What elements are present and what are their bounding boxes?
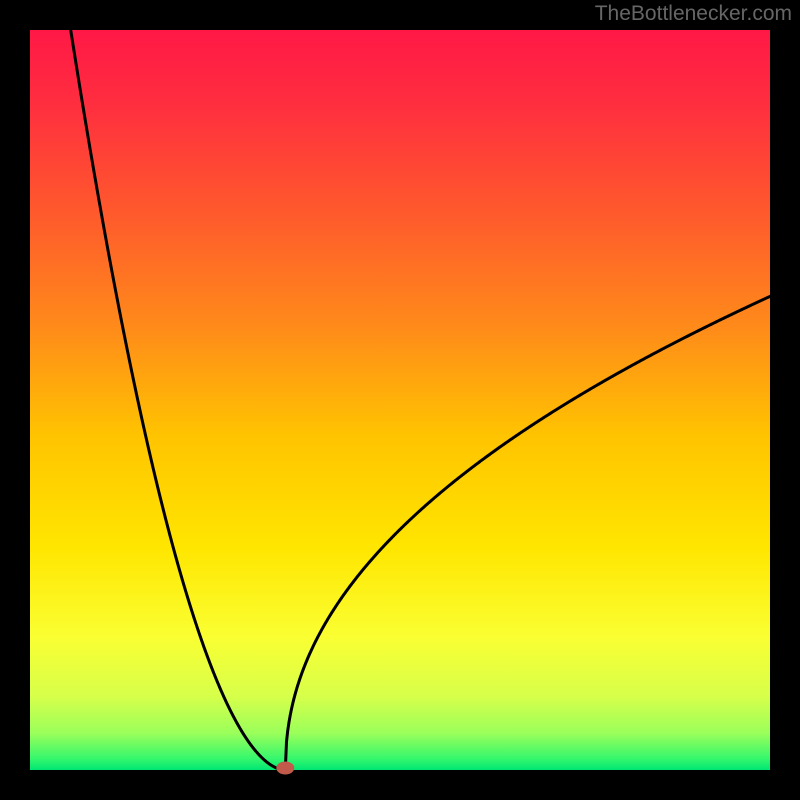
plot-background — [30, 30, 770, 770]
bottleneck-chart — [0, 0, 800, 800]
chart-frame: TheBottlenecker.com — [0, 0, 800, 800]
minimum-marker — [276, 762, 294, 775]
